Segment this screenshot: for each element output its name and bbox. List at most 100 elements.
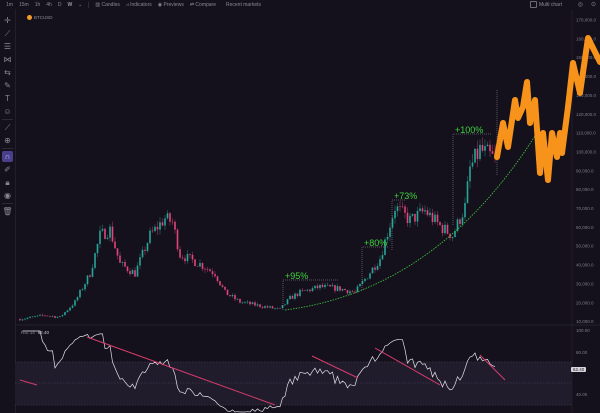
candle-body	[484, 146, 486, 151]
candle-body	[399, 206, 401, 208]
candle-body	[204, 268, 206, 270]
brush-icon[interactable]: ✎	[4, 81, 11, 90]
gain-label-73: +73%	[394, 191, 417, 201]
candle-body	[34, 316, 36, 317]
magnet-icon[interactable]: ∩	[2, 151, 13, 162]
chevron-down-icon[interactable]: ⌄	[78, 1, 83, 8]
price-axis-label: 100,000.0	[576, 149, 597, 154]
candle-body	[154, 226, 156, 232]
zoom-icon[interactable]: ⊕	[4, 136, 11, 145]
trash-icon[interactable]: 🗑︎	[2, 207, 13, 216]
candle-body	[396, 206, 399, 211]
rsi-trendline	[374, 347, 441, 386]
drawing-mode-icon[interactable]: ✐	[4, 165, 11, 174]
candle-body	[471, 162, 474, 167]
rsi-trendlines[interactable]	[19, 336, 506, 406]
indicators-button[interactable]: ⩘ Indicators	[125, 1, 152, 8]
eye-icon[interactable]: ◉	[4, 191, 11, 200]
timeframe-w[interactable]: W	[67, 1, 73, 8]
symbol-label[interactable]: BTCUSD	[27, 15, 53, 20]
candle-body	[264, 306, 266, 308]
candle-body	[321, 284, 324, 288]
rsi-trendline	[311, 355, 359, 379]
multi-chart-checkbox[interactable]	[529, 1, 537, 8]
text-icon[interactable]: T	[5, 94, 10, 103]
candle-body	[184, 258, 186, 262]
candle-body	[139, 257, 141, 266]
trendline-icon[interactable]: ⟋	[4, 28, 11, 38]
candle-body	[109, 226, 111, 238]
timeframe-d[interactable]: D	[57, 1, 62, 8]
candle-body	[279, 307, 281, 309]
rsi-legend[interactable]: RSI 14 62.40	[21, 330, 49, 335]
candle-body	[341, 288, 344, 291]
candle-body	[324, 284, 326, 288]
growth-curve[interactable]	[284, 127, 541, 311]
pattern-icon[interactable]: ⋈	[3, 55, 12, 64]
candle-body	[369, 273, 371, 279]
candle-body	[379, 259, 381, 267]
candle-body	[31, 316, 34, 318]
price-axis-label: 80,000.0	[576, 187, 594, 192]
timeframe-1h[interactable]: 1h	[34, 1, 41, 8]
candle-body	[236, 298, 239, 300]
candle-body	[119, 255, 121, 263]
gain-box-3	[391, 199, 405, 250]
compare-label: Compare	[195, 1, 216, 8]
top-toolbar: 1m 15m 1h 4h D W ⌄ ▥ Candles ⩘ Indicator…	[0, 0, 600, 9]
crosshair-icon[interactable]: ✛	[4, 16, 11, 25]
candle-body	[336, 286, 339, 291]
candle-body	[169, 213, 171, 222]
candle-body	[261, 307, 264, 308]
candle-body	[354, 291, 356, 293]
candle-body	[196, 265, 199, 267]
candle-body	[319, 284, 321, 289]
candle-body	[86, 275, 89, 285]
gain-label-100: +100%	[455, 125, 483, 135]
candle-body	[186, 253, 189, 262]
candle-body	[384, 239, 386, 256]
candle-body	[209, 269, 211, 272]
emoji-icon[interactable]: ☺	[3, 107, 12, 116]
candle-body	[124, 262, 126, 267]
timeframe-15m[interactable]: 15m	[18, 1, 29, 8]
camera-icon[interactable]: ◎	[577, 2, 583, 8]
fib-icon[interactable]: ☰	[3, 42, 12, 51]
compare-button[interactable]: ⇄ Compare	[189, 1, 216, 8]
settings-icon[interactable]: ⊙	[590, 2, 596, 8]
candle-body	[421, 208, 424, 212]
candle-body	[136, 265, 139, 277]
candle-body	[131, 270, 134, 275]
candle-body	[431, 212, 434, 222]
candle-body	[29, 316, 31, 318]
measure-icon[interactable]: ⇆	[4, 68, 11, 77]
timeframe-4h[interactable]: 4h	[46, 1, 52, 8]
projection-drawing[interactable]	[494, 35, 600, 183]
candle-body	[89, 275, 91, 277]
lock-icon[interactable]: 🔒︎	[5, 177, 10, 187]
candles-button[interactable]: ▥ Candles	[95, 1, 120, 8]
price-axis-label: 50,000.0	[576, 244, 594, 249]
recent-markets-button[interactable]: Recent markets	[226, 1, 262, 8]
ruler-icon[interactable]: ⟋	[4, 122, 11, 132]
previews-button[interactable]: ◉ Previews	[157, 1, 184, 8]
bitcoin-icon	[27, 15, 32, 20]
timeframe-1m[interactable]: 1m	[6, 1, 13, 8]
candle-body	[391, 218, 394, 228]
candle-body	[359, 283, 361, 287]
multi-chart-toggle[interactable]: Multi chart	[529, 1, 562, 8]
candle-body	[296, 293, 299, 296]
candle-body	[459, 219, 461, 224]
candle-body	[174, 221, 176, 230]
price-axis-label: 170,000.0	[576, 18, 597, 23]
candle-body	[476, 148, 479, 160]
candle-body	[64, 312, 66, 316]
candle-body	[216, 276, 219, 282]
candle-body	[61, 315, 64, 317]
candle-body	[276, 307, 279, 309]
gain-box-2	[361, 246, 388, 290]
candle-body	[436, 214, 439, 223]
candle-body	[291, 295, 294, 299]
candle-body	[229, 295, 231, 297]
